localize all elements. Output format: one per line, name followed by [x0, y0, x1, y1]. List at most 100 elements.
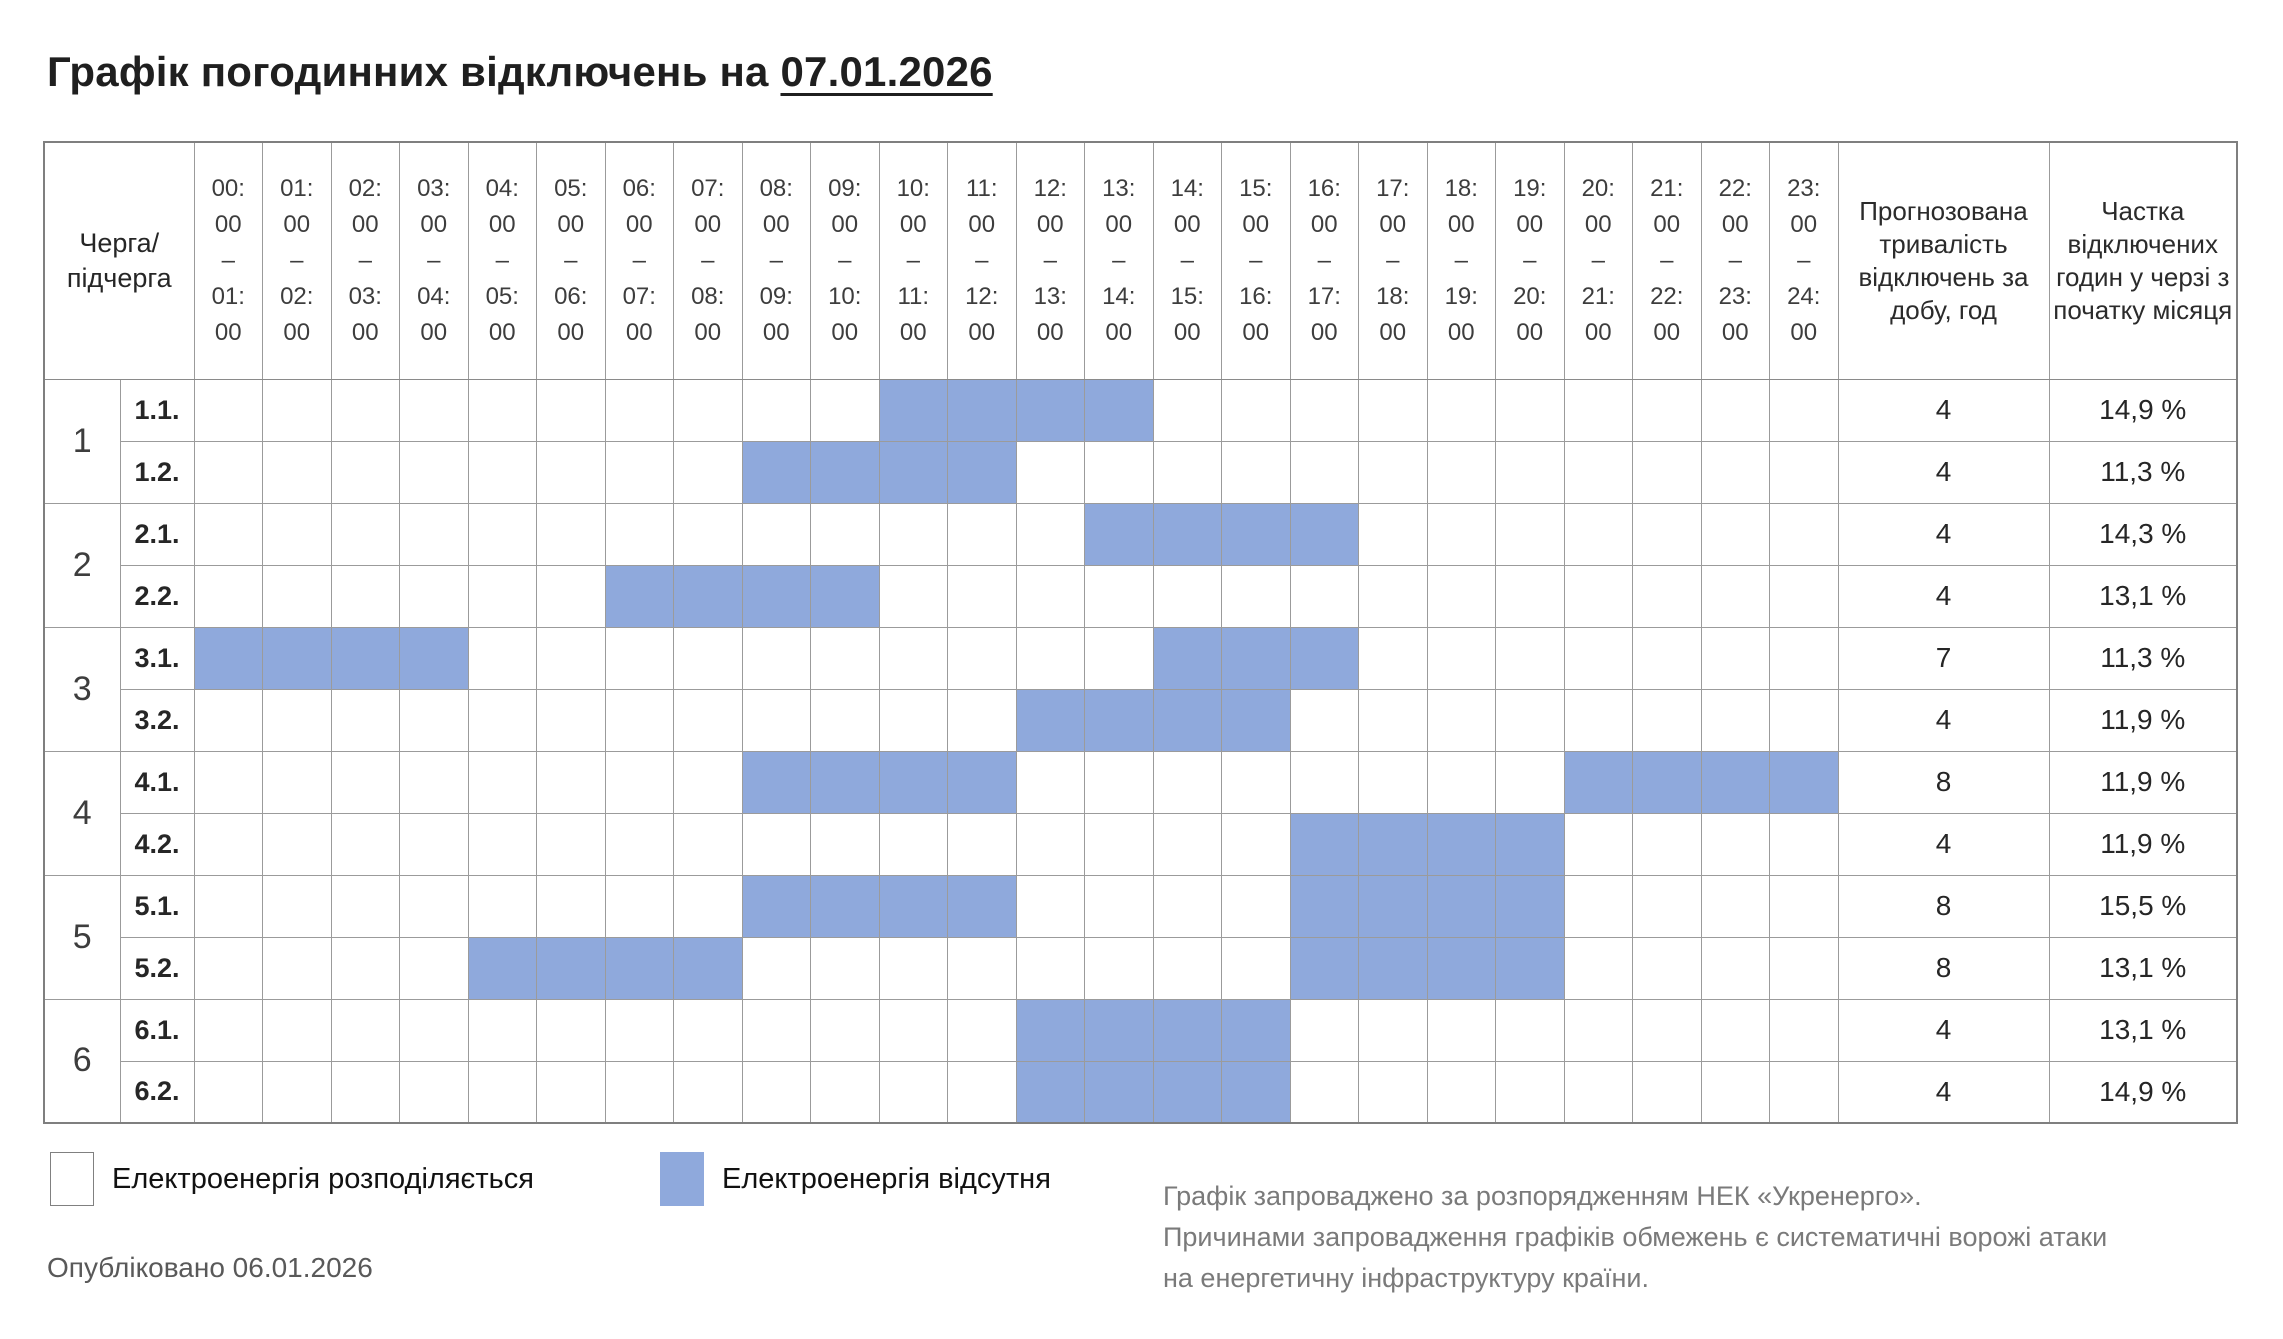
power-off-label: Електроенергія відсутня — [722, 1162, 1051, 1195]
hour-cell-power-on — [1563, 874, 1633, 938]
hour-header-line: – — [495, 246, 509, 274]
hour-cell-power-on — [536, 688, 606, 752]
hour-cell-power-on — [1563, 1060, 1633, 1124]
note-line: Причинами запровадження графіків обмежен… — [1163, 1222, 2108, 1252]
hour-cell-power-on — [1358, 688, 1428, 752]
hour-cell-power-on — [1152, 440, 1222, 504]
queue-column-header-line: підчерга — [66, 262, 172, 293]
hour-cell-power-on — [467, 502, 537, 566]
hour-column-header: 04: 00 – 05: 00 — [467, 141, 537, 380]
hour-cell-power-on — [1084, 812, 1154, 876]
hour-cell-outage — [741, 750, 811, 814]
hour-column-header: 01: 00 – 02: 00 — [262, 141, 332, 380]
hour-cell-outage — [878, 440, 948, 504]
hour-header-line: 01: — [211, 282, 245, 310]
hour-cell-power-on — [1563, 564, 1633, 628]
power-on-label: Електроенергія розподіляється — [112, 1162, 534, 1195]
hour-cell-power-on — [467, 564, 537, 628]
share-value-cell: 11,9 % — [2048, 688, 2238, 752]
hour-cell-power-on — [604, 378, 674, 442]
hour-cell-outage — [1152, 502, 1222, 566]
queue-number-cell: 6 — [43, 998, 121, 1124]
hour-header-line: – — [838, 246, 852, 274]
hour-cell-outage — [1084, 688, 1154, 752]
hour-cell-power-on — [330, 440, 400, 504]
hour-header-line: 11: — [965, 174, 998, 202]
hour-cell-power-on — [262, 502, 332, 566]
hour-cell-outage — [1152, 626, 1222, 690]
hour-column-header: 05: 00 – 06: 00 — [536, 141, 606, 380]
hour-cell-power-on — [1221, 812, 1291, 876]
hour-header-line: 00 — [1310, 318, 1338, 346]
hour-cell-outage — [1084, 1060, 1154, 1124]
hour-header-line: 00 — [1242, 318, 1270, 346]
note-line: Графік запроваджено за розпорядженням НЕ… — [1163, 1181, 1922, 1211]
hour-header-line: 09: — [759, 282, 793, 310]
hour-column-header: 10: 00 – 11: 00 — [878, 141, 948, 380]
hour-cell-power-on — [673, 440, 743, 504]
hour-cell-power-on — [741, 998, 811, 1062]
hour-cell-outage — [1289, 874, 1359, 938]
hour-cell-power-on — [1495, 564, 1565, 628]
share-value-cell: 13,1 % — [2048, 564, 2238, 628]
hour-header-line: 19: — [1513, 174, 1547, 202]
hour-cell-power-on — [1426, 998, 1496, 1062]
hour-cell-power-on — [1358, 750, 1428, 814]
hour-header-line: 00 — [899, 318, 927, 346]
hour-header-line: – — [1180, 246, 1194, 274]
queue-number-cell: 1 — [43, 378, 121, 504]
hour-cell-power-on — [1700, 626, 1770, 690]
hour-cell-power-on — [1358, 440, 1428, 504]
hour-cell-power-on — [878, 626, 948, 690]
hour-header-line: 22: — [1650, 282, 1684, 310]
hour-cell-power-on — [1563, 440, 1633, 504]
hour-cell-power-on — [810, 936, 880, 1000]
hour-header-line: 00 — [557, 210, 585, 238]
hour-cell-power-on — [947, 1060, 1017, 1124]
hour-cell-power-on — [1426, 378, 1496, 442]
hour-cell-power-on — [1632, 874, 1702, 938]
hour-header-line: 00 — [1242, 210, 1270, 238]
hour-cell-power-on — [673, 874, 743, 938]
hour-cell-power-on — [1632, 626, 1702, 690]
hour-cell-outage — [1152, 688, 1222, 752]
hour-cell-power-on — [1563, 998, 1633, 1062]
hour-header-line: 00 — [1379, 210, 1407, 238]
hour-cell-outage — [193, 626, 263, 690]
page-title-text: Графік погодинних відключень на — [47, 48, 781, 95]
hour-cell-power-on — [1426, 750, 1496, 814]
share-value-cell: 13,1 % — [2048, 998, 2238, 1062]
hour-cell-power-on — [673, 812, 743, 876]
hour-cell-power-on — [1495, 1060, 1565, 1124]
hour-header-line: 00 — [1105, 210, 1133, 238]
hour-cell-outage — [1426, 812, 1496, 876]
hour-cell-power-on — [1769, 1060, 1839, 1124]
hour-cell-outage — [673, 564, 743, 628]
hour-header-line: 00 — [1653, 210, 1681, 238]
hour-header-line: 00 — [1105, 318, 1133, 346]
power-on-swatch — [50, 1152, 94, 1206]
hour-cell-power-on — [330, 688, 400, 752]
hour-header-line: 00 — [1516, 210, 1544, 238]
hour-header-line: 00 — [1790, 210, 1818, 238]
hour-header-line: – — [1112, 246, 1126, 274]
hour-header-line: 00 — [351, 210, 379, 238]
hour-cell-power-on — [604, 750, 674, 814]
duration-value-cell: 7 — [1837, 626, 2050, 690]
hour-cell-power-on — [1426, 440, 1496, 504]
hour-cell-power-on — [1015, 502, 1085, 566]
hour-cell-power-on — [399, 564, 469, 628]
hour-cell-outage — [1289, 936, 1359, 1000]
hour-cell-power-on — [262, 1060, 332, 1124]
hour-cell-outage — [810, 874, 880, 938]
subqueue-label-cell: 2.1. — [119, 502, 195, 566]
duration-column-header: Прогнозована тривалість відключень за до… — [1837, 141, 2050, 380]
hour-cell-power-on — [467, 874, 537, 938]
outage-schedule-table: Черга/підчерга 00: 00–01: 00 01: 00–02: 00 02: 0… — [43, 141, 2238, 1124]
duration-value-cell: 8 — [1837, 874, 2050, 938]
duration-value-cell: 8 — [1837, 750, 2050, 814]
hour-cell-outage — [1358, 936, 1428, 1000]
hour-cell-power-on — [1084, 564, 1154, 628]
hour-cell-outage — [947, 378, 1017, 442]
hour-header-line: 04: — [485, 174, 519, 202]
